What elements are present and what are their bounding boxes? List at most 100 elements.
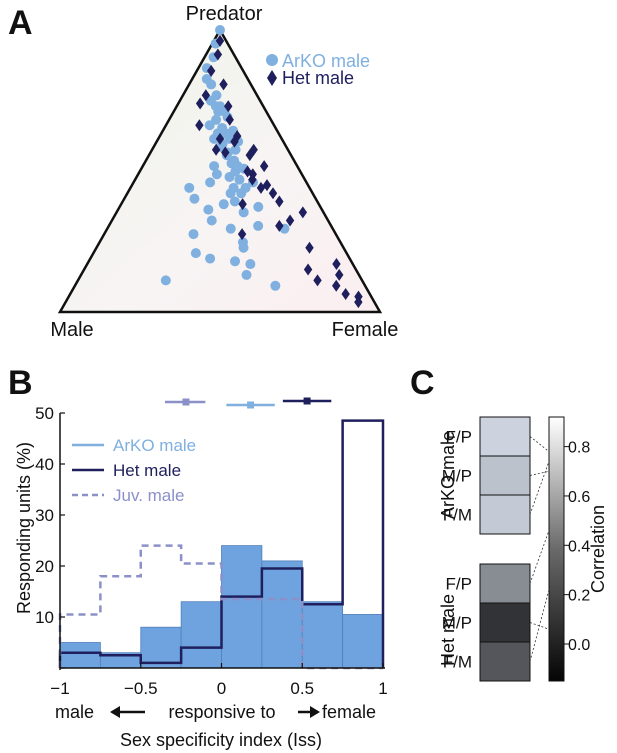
het-point — [335, 268, 344, 281]
arko-point — [230, 256, 241, 267]
arrow-right-head — [310, 706, 320, 718]
heatmap-row-label: F/P — [446, 575, 472, 594]
het-point — [354, 296, 363, 309]
het-point — [225, 113, 234, 126]
arko-point — [215, 25, 225, 35]
arko-point — [253, 220, 264, 231]
arko-point — [225, 223, 236, 234]
het-point — [215, 34, 225, 47]
het-point — [256, 181, 266, 194]
panel-label-a: A — [8, 4, 33, 42]
het-point — [305, 241, 314, 254]
connector-line — [529, 436, 550, 452]
arko-point — [160, 275, 171, 286]
het-point — [285, 214, 295, 227]
het-point — [298, 206, 308, 219]
panel-label-b: B — [8, 364, 33, 402]
arko-bar — [301, 601, 344, 669]
colorbar-tick-label: 0.2 — [568, 588, 590, 605]
het-point — [211, 143, 221, 156]
x-tick-label: 1 — [378, 679, 387, 698]
het-point — [219, 78, 228, 91]
legend-marker-het — [267, 70, 277, 86]
heatmap-cell — [479, 602, 531, 643]
het-point — [275, 219, 284, 232]
het-point — [213, 48, 223, 61]
het-point — [245, 149, 254, 162]
histogram-plot: 10 20 30 40 50 −1 −0.5 0 0.5 1 Responding units (… — [14, 397, 388, 750]
histogram-axes: 10 20 30 40 50 −1 −0.5 0 0.5 1 — [35, 404, 388, 698]
colorbar-tick-label: 0.0 — [568, 637, 590, 654]
correlation-heatmap: ArKO male Het male F/P M/P F/M F/P M/P F/M 0.… — [438, 416, 608, 682]
arko-point — [209, 133, 220, 144]
y-tick-label: 30 — [35, 506, 54, 525]
x-tick-label: 0 — [217, 679, 226, 698]
arko-bar — [59, 642, 101, 669]
histogram-lines — [58, 419, 385, 670]
legend-label-arko: ArKO male — [282, 51, 370, 71]
het-point — [237, 228, 247, 241]
arko-point — [209, 161, 220, 172]
het-point — [275, 195, 284, 208]
summary-mean-marker — [247, 401, 255, 409]
y-tick-label: 40 — [35, 455, 54, 474]
panel-label-c: C — [410, 364, 435, 402]
y-axis-label: Responding units (%) — [14, 442, 34, 614]
arko-point — [241, 269, 252, 280]
arko-bar — [221, 545, 263, 669]
het-point — [313, 274, 322, 287]
legend-marker-arko — [266, 54, 278, 66]
arrow-left-head — [110, 706, 120, 718]
arko-point — [234, 174, 245, 185]
y-tick-label: 50 — [35, 404, 54, 423]
arko-point — [218, 199, 229, 210]
group-label-het: Het male — [438, 594, 458, 666]
arko-point — [184, 182, 195, 193]
heatmap-row-label: M/P — [442, 467, 472, 486]
arko-point — [253, 201, 264, 212]
arko-point — [205, 253, 216, 264]
colorbar-tick-label: 0.4 — [568, 538, 590, 555]
vertex-label-female: Female — [332, 319, 399, 341]
heatmap-cell — [479, 455, 531, 496]
arko-point — [206, 79, 217, 90]
arko-point — [206, 215, 217, 226]
heatmap-row-label: F/M — [443, 653, 472, 672]
heatmap-row-label: M/P — [442, 614, 472, 633]
arko-point — [230, 144, 241, 155]
arko-point — [238, 207, 249, 218]
x-tick-label: −1 — [50, 679, 69, 698]
het-point — [224, 100, 233, 113]
het-point — [215, 132, 225, 145]
histogram-bars — [59, 545, 384, 669]
heatmap-cell — [479, 416, 531, 457]
connector-line — [529, 461, 550, 515]
y-tick-label: 10 — [35, 608, 54, 627]
group-label-arko: ArKO male — [438, 431, 458, 519]
arko-point — [203, 204, 214, 215]
het-point — [341, 287, 350, 300]
arko-bar — [180, 601, 222, 669]
direction-label-male: male — [55, 702, 94, 722]
summary-points — [164, 397, 332, 409]
het-point — [259, 160, 269, 173]
x-tick-label: −0.5 — [124, 679, 158, 698]
arko-point — [188, 229, 199, 240]
arko-point — [190, 248, 201, 259]
heatmap-cell — [479, 641, 531, 682]
colorbar-tick-label: 0.6 — [568, 489, 590, 506]
het-point — [238, 198, 247, 211]
arko-bar — [342, 614, 384, 669]
direction-label-responsive: responsive to — [168, 702, 275, 722]
het-point — [332, 279, 341, 292]
arko-point — [211, 169, 222, 180]
summary-mean-marker — [303, 397, 311, 405]
vertex-label-predator: Predator — [186, 3, 263, 25]
colorbar-ticks: 0.0 0.2 0.4 0.6 0.8 — [564, 440, 590, 654]
colorbar-label: Correlation — [588, 505, 608, 593]
arko-point — [204, 120, 215, 131]
arko-point — [225, 188, 236, 199]
colorbar-tick-label: 0.8 — [568, 440, 590, 457]
het-point — [230, 135, 239, 148]
heatmap-row-label: F/P — [446, 428, 472, 447]
